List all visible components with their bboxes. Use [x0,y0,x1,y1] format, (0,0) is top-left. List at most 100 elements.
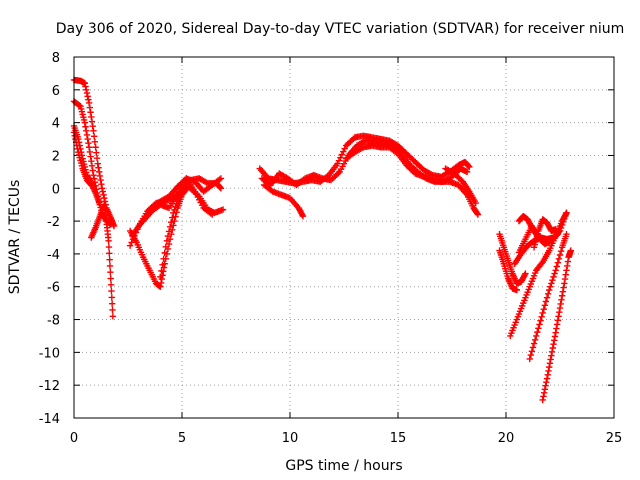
data-point [166,223,174,231]
data-point [109,306,116,314]
data-point [217,175,225,182]
data-point [90,133,98,140]
data-point [540,305,547,313]
series-arc-d [70,129,95,189]
data-point [549,276,556,284]
data-point [466,163,473,171]
data-point [546,360,554,367]
data-point [86,148,94,156]
data-point [537,317,544,324]
data-point [168,218,175,226]
data-point [157,273,164,281]
data-point [110,222,118,230]
data-point [87,109,94,116]
data-point [534,328,541,336]
y-tick-label: -14 [39,412,60,427]
x-tick-label: 0 [70,431,78,446]
data-point [169,214,176,221]
data-point [540,389,548,397]
data-point [521,271,528,279]
chart-title: Day 306 of 2020, Sidereal Day-to-day VTE… [56,21,625,37]
data-point [161,249,168,257]
y-tick-label: 8 [52,51,60,66]
data-point [543,378,550,386]
data-point [560,284,567,291]
data-point [86,104,94,111]
data-point [106,262,114,270]
x-tick-label: 25 [606,431,623,446]
data-point [555,313,562,320]
x-tick-label: 10 [282,431,299,446]
data-point [299,212,307,220]
data-point [165,228,173,235]
data-point [541,302,549,309]
data-point [84,93,91,100]
data-point [543,294,551,301]
data-point [209,211,216,218]
data-point [563,267,570,274]
data-point [101,194,108,202]
y-tick-label: 2 [52,149,60,164]
plot-frame [73,56,615,419]
data-point [85,139,92,147]
data-point [83,127,90,135]
data-point [175,194,182,202]
data-point [546,363,553,371]
data-point [544,290,552,298]
data-point [165,240,173,248]
data-point [76,102,83,109]
y-tick-label: -8 [47,314,60,329]
data-point [87,180,94,188]
data-point [561,280,568,287]
series-arc-k [256,132,473,187]
data-point [108,287,115,295]
data-point [73,142,81,149]
series-arc-e [88,201,117,320]
data-point [217,185,225,192]
data-point [83,131,91,139]
data-point [556,304,564,312]
grid [74,57,614,418]
y-tick-label: 0 [52,182,60,197]
data-point [219,206,227,213]
data-point [82,123,89,130]
data-point [555,255,563,263]
series-arc-v [526,231,570,363]
data-point [93,149,100,156]
x-tick-label: 5 [178,431,186,446]
data-point [109,313,117,320]
data-point [551,270,558,277]
data-point [538,260,545,267]
data-point [88,162,96,170]
x-axis-label: GPS time / hours [285,458,402,474]
x-tick-label: 20 [498,431,515,446]
data-point [158,267,165,275]
data-points [70,76,574,404]
data-point [552,226,559,233]
data-point [107,275,114,282]
data-point [553,263,560,270]
data-point [83,86,90,94]
data-point [100,191,107,199]
series-arc-q [496,247,520,294]
data-point [474,211,482,218]
data-point [554,317,562,324]
data-point [107,269,114,276]
data-point [88,113,95,121]
data-point [105,243,113,251]
data-point [83,89,91,97]
data-point [567,247,574,254]
data-point [522,270,529,277]
data-point [558,296,565,304]
data-point [94,160,101,167]
data-point [546,286,553,294]
data-point [106,250,113,257]
data-point [126,242,134,249]
data-point [564,258,572,265]
series-arc-u [507,209,570,340]
data-point [92,144,99,151]
data-point [552,329,559,336]
data-point [89,122,96,130]
series-arc-x [530,216,559,251]
